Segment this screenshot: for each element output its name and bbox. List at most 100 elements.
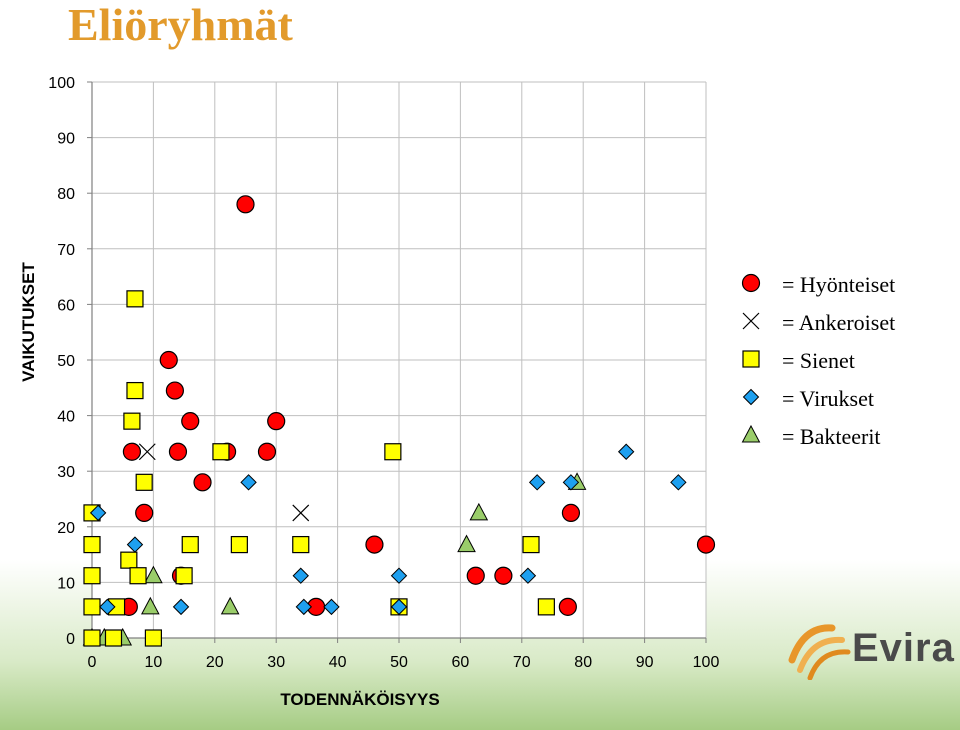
- diamond-point: [172, 598, 190, 616]
- x-point: [138, 443, 156, 461]
- diamond-point: [292, 567, 309, 584]
- legend-marker: [741, 424, 761, 443]
- y-tick-label: 100: [48, 75, 75, 92]
- circle-point: [159, 350, 178, 370]
- green-triangle-icon: [741, 424, 761, 443]
- series-circle-group: [119, 195, 716, 616]
- square-point: [83, 629, 101, 647]
- yellow-square-icon: [742, 350, 760, 368]
- series-x-group: [138, 443, 310, 522]
- triangle-point: [220, 596, 240, 615]
- y-tick-label: 30: [57, 464, 75, 481]
- triangle-point: [469, 502, 489, 521]
- circle-point: [561, 503, 581, 523]
- diamond-point: [390, 598, 408, 616]
- circle-point: [165, 381, 184, 400]
- circle-point: [365, 535, 384, 554]
- legend-marker: [742, 388, 760, 406]
- series-diamond-group: [89, 443, 687, 616]
- square-point: [181, 535, 199, 554]
- y-tick-label: 20: [57, 520, 75, 537]
- square-point: [175, 567, 193, 585]
- circle-point: [267, 412, 286, 431]
- y-axis-title: VAIKUTUKSET: [19, 262, 38, 382]
- evira-logo: Evira: [786, 616, 960, 686]
- diamond-point: [89, 504, 107, 522]
- legend-label: = Sienet: [782, 348, 855, 373]
- legend-label: = Ankeroiset: [782, 310, 896, 335]
- y-tick-label: 10: [57, 575, 75, 592]
- y-tick-label: 50: [57, 353, 75, 370]
- x-tick-label: 40: [329, 654, 347, 671]
- legend-item-virukset: = Virukset: [736, 382, 956, 420]
- diamond-point: [519, 567, 537, 584]
- x-tick-label: 80: [574, 654, 592, 671]
- diamond-point: [617, 443, 635, 460]
- triangle-point: [144, 565, 163, 584]
- legend-marker: [741, 273, 761, 293]
- x-point: [292, 504, 310, 522]
- red-circle-icon: [741, 273, 761, 293]
- circle-point: [168, 442, 188, 461]
- diamond-point: [323, 598, 340, 616]
- y-tick-label: 90: [57, 131, 75, 148]
- x-tick-label: 90: [636, 654, 654, 671]
- diamond-point: [562, 474, 580, 491]
- circle-point: [696, 535, 716, 554]
- square-point: [537, 598, 555, 616]
- blue-diamond-icon: [742, 388, 760, 406]
- square-point: [522, 535, 540, 554]
- series-square-group: [83, 290, 555, 647]
- square-point: [135, 473, 153, 491]
- diamond-point: [99, 598, 116, 616]
- y-tick-label: 40: [57, 409, 75, 426]
- x-tick-label: 70: [513, 654, 531, 671]
- legend-item-bakteerit: = Bakteerit: [736, 420, 956, 458]
- circle-point: [193, 473, 212, 492]
- y-tick-label: 0: [66, 631, 75, 648]
- legend-marker: [742, 350, 760, 368]
- circle-point: [466, 566, 485, 585]
- diamond-point: [240, 474, 257, 491]
- diamond-point: [670, 474, 687, 491]
- legend: = Hyönteiset = Ankeroiset = Sienet = Viruks…: [736, 268, 956, 458]
- legend-item-ankeroiset: = Ankeroiset: [736, 306, 956, 344]
- triangle-point: [457, 534, 476, 553]
- square-point: [144, 629, 162, 647]
- circle-point: [122, 442, 142, 461]
- square-point: [126, 290, 144, 308]
- y-tick-label: 70: [57, 242, 75, 259]
- square-point: [230, 535, 248, 554]
- legend-item-hynteiset: = Hyönteiset: [736, 268, 956, 306]
- x-tick-label: 0: [88, 654, 97, 671]
- circle-point: [558, 597, 577, 616]
- square-point: [126, 381, 144, 400]
- diamond-point: [126, 536, 144, 553]
- square-point: [83, 535, 101, 554]
- x-tick-label: 10: [145, 654, 163, 671]
- x-axis-title: TODENNÄKÖISYYS: [280, 690, 439, 709]
- circle-point: [257, 442, 277, 461]
- legend-label: = Virukset: [782, 386, 874, 411]
- x-tick-label: 50: [390, 654, 408, 671]
- evira-swoosh-icon: [788, 624, 851, 680]
- square-point: [83, 598, 101, 616]
- square-point: [129, 567, 147, 585]
- logo-text: Evira: [852, 626, 955, 670]
- square-point: [83, 567, 101, 585]
- triangle-point: [140, 596, 160, 615]
- square-point: [120, 551, 138, 569]
- square-point: [292, 535, 310, 554]
- legend-item-sienet: = Sienet: [736, 344, 956, 382]
- x-mark-icon: [742, 312, 760, 330]
- legend-label: = Hyönteiset: [782, 272, 896, 297]
- y-tick-label: 60: [57, 297, 75, 314]
- x-tick-label: 20: [206, 654, 224, 671]
- square-point: [384, 443, 402, 461]
- x-tick-label: 100: [693, 654, 720, 671]
- diamond-point: [528, 474, 546, 491]
- circle-point: [494, 566, 513, 585]
- square-point: [212, 443, 230, 461]
- diamond-point: [390, 567, 408, 584]
